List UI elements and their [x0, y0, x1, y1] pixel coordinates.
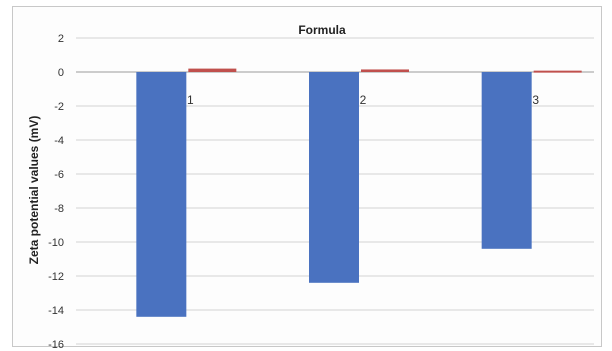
category-label: 1 [187, 93, 194, 107]
y-tick-label: -4 [54, 135, 64, 147]
bar-series1-cat3 [481, 72, 532, 249]
y-axis-label: Zeta potential values (mV) [27, 116, 41, 265]
bar-series1-cat1 [136, 72, 187, 317]
bar-series1-cat2 [309, 72, 359, 283]
y-tick-label: -10 [48, 237, 64, 249]
y-tick-label: -14 [48, 305, 64, 317]
y-tick-label: 2 [58, 33, 64, 45]
category-label: 2 [360, 93, 367, 107]
y-tick-label: -8 [54, 203, 64, 215]
bar-series2-cat3 [533, 70, 582, 73]
bars [136, 68, 582, 317]
y-tick-label: 0 [58, 67, 64, 79]
bar-series2-cat1 [188, 68, 237, 72]
y-tick-label: -12 [48, 271, 64, 283]
chart-title: Formula [298, 23, 346, 37]
y-tick-labels: 2 0 -2 -4 -6 -8 -10 -12 -14 -16 [48, 33, 64, 351]
category-labels: 1 2 3 [187, 93, 539, 107]
y-tick-label: -2 [54, 101, 64, 113]
bar-series2-cat2 [361, 69, 409, 72]
y-tick-label: -6 [54, 169, 64, 181]
y-tick-label: -16 [48, 339, 64, 351]
category-label: 3 [532, 93, 539, 107]
